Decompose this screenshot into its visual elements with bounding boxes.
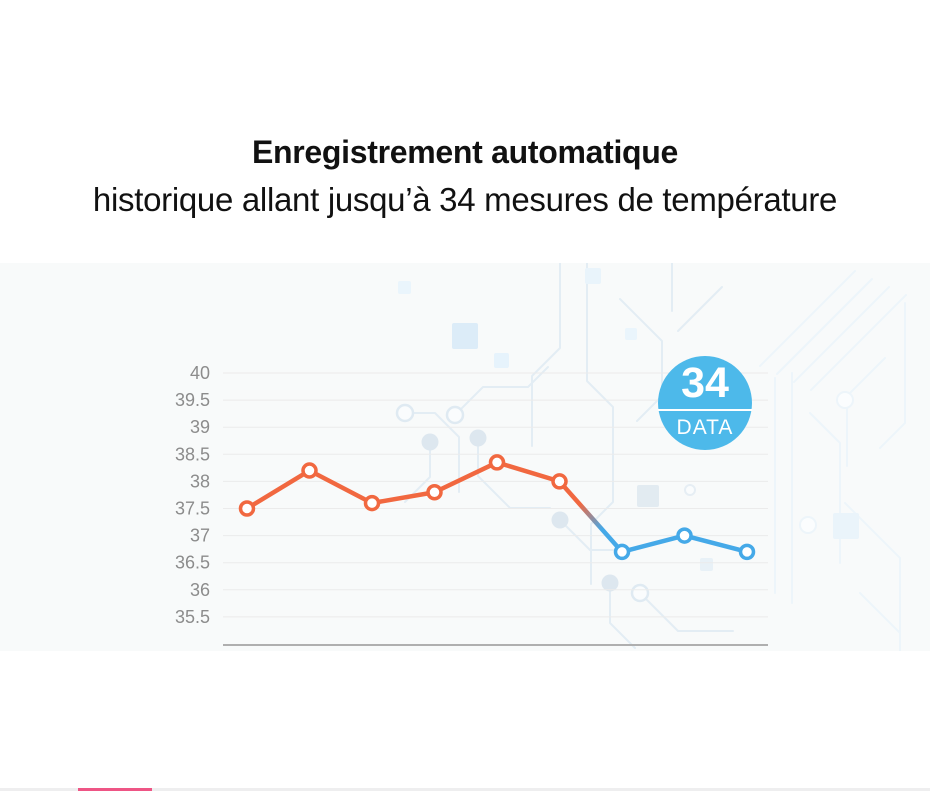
page-header: Enregistrement automatique historique al… [0, 133, 930, 220]
data-count-label: DATA [676, 416, 734, 439]
data-point-marker [738, 543, 756, 561]
page-subtitle: historique allant jusqu’à 34 mesures de … [92, 181, 838, 219]
y-axis-tick-label: 39 [190, 417, 210, 437]
chart-panel: 40 39.5 39 38.5 38 37.5 37 36.5 36 35.5 34 DATA [0, 263, 930, 651]
y-axis-tick-label: 36.5 [175, 553, 210, 573]
data-point-marker [613, 543, 631, 561]
data-count-badge: 34 DATA [658, 356, 752, 450]
y-axis-tick-label: 40 [190, 363, 210, 383]
temperature-line-chart: 40 39.5 39 38.5 38 37.5 37 36.5 36 35.5 [175, 363, 768, 646]
data-point-marker [238, 500, 256, 517]
badge-divider-line [658, 409, 752, 411]
circuit-node-group [395, 268, 713, 603]
circuit-pattern [395, 263, 907, 651]
y-axis-tick-label: 35.5 [175, 607, 210, 627]
data-point-marker [426, 483, 443, 501]
y-axis-tick-label: 36 [190, 580, 210, 600]
y-axis-tick-label: 38 [190, 471, 210, 491]
line-transition-segment [557, 479, 625, 555]
page-title: Enregistrement automatique [251, 134, 679, 170]
circuit-trace-group-faint [759, 270, 907, 651]
y-axis-tick-label: 38.5 [175, 444, 210, 464]
data-point-marker [488, 454, 506, 471]
line-series-older [244, 460, 562, 511]
data-count-value: 34 [681, 359, 729, 407]
video-progress-fill[interactable] [78, 788, 152, 791]
y-axis-tick-label: 37 [190, 526, 210, 546]
y-axis-tick-label: 39.5 [175, 390, 210, 410]
data-point-marker [363, 494, 381, 512]
y-axis-tick-label: 37.5 [175, 499, 210, 519]
data-point-marker [301, 462, 318, 479]
data-point-marker [676, 527, 693, 544]
data-point-marker [551, 473, 568, 490]
video-progress-bar[interactable] [0, 788, 930, 791]
